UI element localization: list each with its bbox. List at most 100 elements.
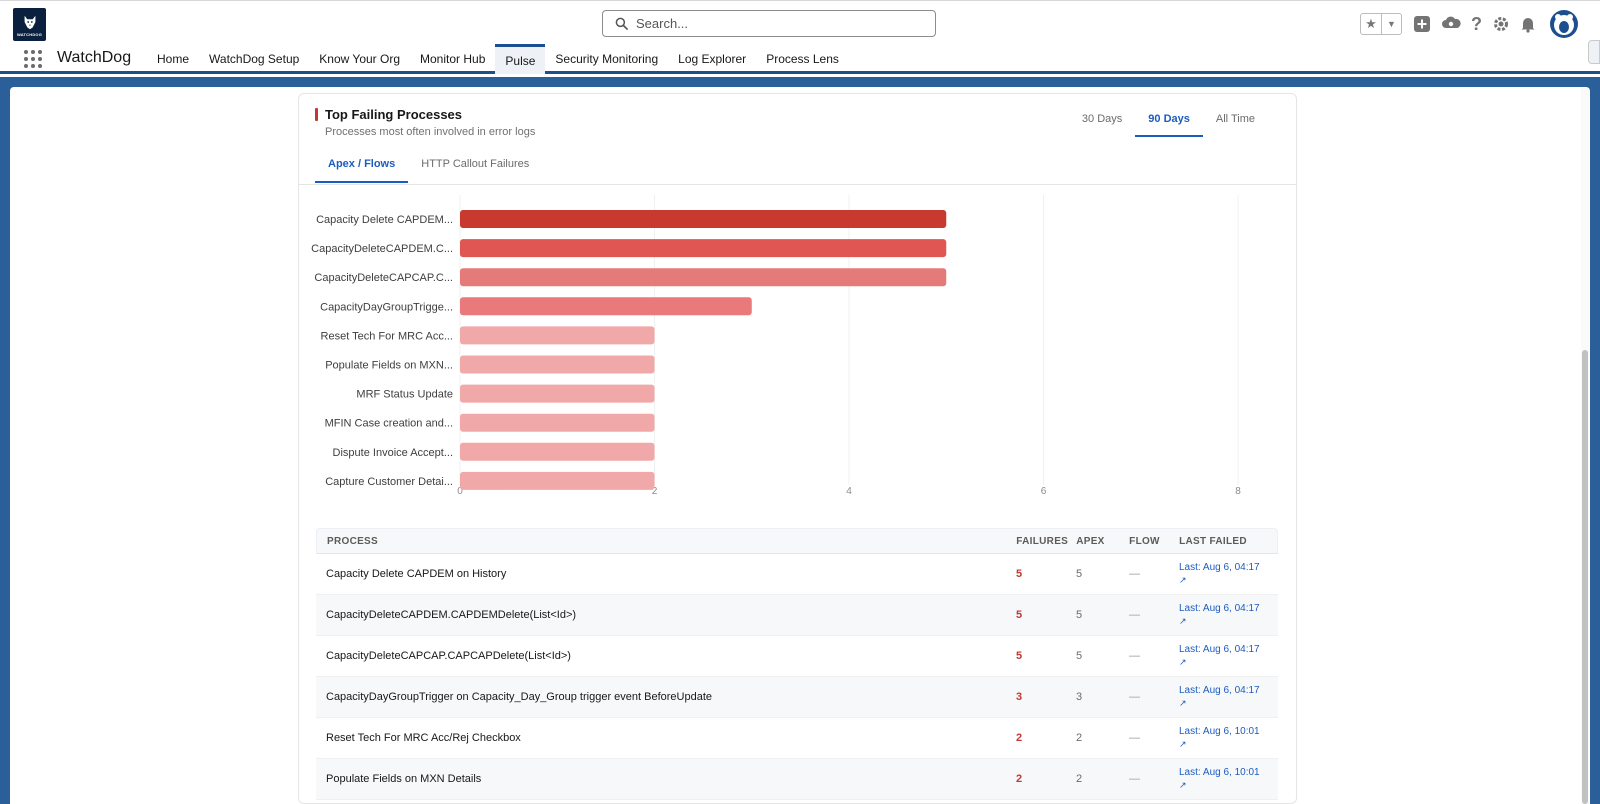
bar[interactable] xyxy=(460,326,655,345)
external-link-icon: ↗ xyxy=(1179,739,1187,749)
last-failed-link[interactable]: Last: Aug 6, 04:17 ↗ xyxy=(1179,684,1277,710)
process-name: CapacityDeleteCAPDEM.CAPDEMDelete(List<I… xyxy=(326,609,577,621)
last-failed-link[interactable]: Last: Aug 6, 10:01 ↗ xyxy=(1179,766,1277,792)
watchdog-logo[interactable]: WATCHDOG xyxy=(13,8,46,41)
table-row[interactable]: CapacityDeleteCAPCAP.CAPCAPDelete(List<I… xyxy=(316,636,1278,677)
flow-count: — xyxy=(1129,732,1140,744)
nav-tab-pulse[interactable]: Pulse xyxy=(495,44,546,74)
external-link-icon: ↗ xyxy=(1179,575,1187,585)
star-icon[interactable]: ★ xyxy=(1365,16,1377,31)
bar[interactable] xyxy=(460,239,947,258)
tab-http-callout-failures[interactable]: HTTP Callout Failures xyxy=(421,158,530,170)
failing-processes-table: PROCESS FAILURES APEX FLOW LAST FAILED C… xyxy=(316,528,1278,800)
app-name: WatchDog xyxy=(57,49,132,66)
search-input[interactable] xyxy=(636,16,916,31)
col-header-last-failed[interactable]: LAST FAILED xyxy=(1179,535,1247,547)
col-header-flow[interactable]: FLOW xyxy=(1129,535,1160,547)
cloud-icon[interactable] xyxy=(1441,15,1461,33)
nav-tab-log-explorer[interactable]: Log Explorer xyxy=(678,52,747,66)
failures-count: 3 xyxy=(1016,691,1023,703)
range-tab-all-time[interactable]: All Time xyxy=(1215,113,1255,125)
category-label: CapacityDayGroupTrigge... xyxy=(320,301,453,313)
last-failed-link[interactable]: Last: Aug 6, 04:17 ↗ xyxy=(1179,643,1277,669)
nav-tab-monitor-hub[interactable]: Monitor Hub xyxy=(420,52,486,66)
nav-tab-watchdog-setup[interactable]: WatchDog Setup xyxy=(209,52,300,66)
apex-count: 5 xyxy=(1076,650,1083,662)
scrollbar-thumb[interactable] xyxy=(1582,350,1588,804)
flow-count: — xyxy=(1129,609,1140,621)
external-link-icon: ↗ xyxy=(1179,657,1187,667)
category-label: Capture Customer Detai... xyxy=(325,476,453,488)
global-search[interactable] xyxy=(602,10,936,37)
table-row[interactable]: CapacityDeleteCAPDEM.CAPDEMDelete(List<I… xyxy=(316,595,1278,636)
x-tick-label: 0 xyxy=(457,486,463,497)
bar[interactable] xyxy=(460,297,752,316)
nav-tab-security-monitoring[interactable]: Security Monitoring xyxy=(555,52,659,66)
bar[interactable] xyxy=(460,471,655,490)
x-tick-label: 6 xyxy=(1041,486,1047,497)
chevron-down-icon[interactable]: ▼ xyxy=(1381,14,1401,34)
range-tab-30-days[interactable]: 30 Days xyxy=(1081,113,1123,125)
app-launcher-icon[interactable] xyxy=(24,50,42,68)
bar[interactable] xyxy=(460,268,947,287)
col-header-process[interactable]: PROCESS xyxy=(327,535,379,547)
process-name: Capacity Delete CAPDEM on History xyxy=(326,568,507,580)
col-header-apex[interactable]: APEX xyxy=(1076,535,1105,547)
tab-divider xyxy=(299,184,1296,185)
last-failed-text: Last: Aug 6, 04:17 xyxy=(1179,685,1260,696)
table-row[interactable]: CapacityDayGroupTrigger on Capacity_Day_… xyxy=(316,677,1278,718)
nav-tab-home[interactable]: Home xyxy=(157,52,190,66)
category-label: Dispute Invoice Accept... xyxy=(333,447,453,459)
category-label: Populate Fields on MXN... xyxy=(325,360,453,372)
last-failed-link[interactable]: Last: Aug 6, 04:17 ↗ xyxy=(1179,561,1277,587)
bell-icon[interactable] xyxy=(1519,15,1537,33)
process-name: CapacityDayGroupTrigger on Capacity_Day_… xyxy=(326,691,713,703)
card-accent-bar xyxy=(315,108,318,121)
last-failed-link[interactable]: Last: Aug 6, 10:01 ↗ xyxy=(1179,725,1277,751)
table-row[interactable]: Populate Fields on MXN Details 2 2 — Las… xyxy=(316,759,1278,800)
nav-tab-know-your-org[interactable]: Know Your Org xyxy=(319,52,401,66)
bar[interactable] xyxy=(460,384,655,403)
help-icon[interactable]: ? xyxy=(1471,13,1482,34)
last-failed-text: Last: Aug 6, 04:17 xyxy=(1179,562,1260,573)
bar[interactable] xyxy=(460,355,655,374)
tab-apex-flows[interactable]: Apex / Flows xyxy=(315,151,409,183)
failures-count: 2 xyxy=(1016,773,1023,785)
bar[interactable] xyxy=(460,210,947,228)
failures-count: 5 xyxy=(1016,609,1023,621)
process-type-tabs: Apex / Flows HTTP Callout Failures xyxy=(315,151,542,183)
last-failed-text: Last: Aug 6, 10:01 xyxy=(1179,767,1260,778)
avatar-icon[interactable] xyxy=(1549,9,1579,39)
category-label: CapacityDeleteCAPCAP.C... xyxy=(314,272,453,284)
bar[interactable] xyxy=(460,413,655,432)
plus-icon[interactable] xyxy=(1413,15,1431,33)
utility-panel-tab[interactable] xyxy=(1588,40,1600,64)
global-header: WATCHDOG ★ ▼ ? xyxy=(0,0,1600,44)
x-tick-label: 2 xyxy=(652,486,658,497)
range-tab-90-days[interactable]: 90 Days xyxy=(1135,107,1203,137)
top-failing-processes-card: Top Failing Processes Processes most oft… xyxy=(298,93,1297,804)
process-name: Populate Fields on MXN Details xyxy=(326,773,482,785)
apex-count: 2 xyxy=(1076,773,1083,785)
failing-processes-bar-chart: 0 2 4 6 8 Capacity Delete CAPDEM... CapacityDe… xyxy=(311,195,1241,497)
col-header-failures[interactable]: FAILURES xyxy=(1016,535,1069,547)
nav-tab-process-lens[interactable]: Process Lens xyxy=(766,52,839,66)
last-failed-text: Last: Aug 6, 04:17 xyxy=(1179,603,1260,614)
failures-count: 2 xyxy=(1016,732,1023,744)
last-failed-link[interactable]: Last: Aug 6, 04:17 ↗ xyxy=(1179,602,1277,628)
gear-icon[interactable] xyxy=(1492,15,1510,33)
flow-count: — xyxy=(1129,691,1140,703)
table-row[interactable]: Reset Tech For MRC Acc/Rej Checkbox 2 2 … xyxy=(316,718,1278,759)
x-tick-label: 8 xyxy=(1235,486,1241,497)
apex-count: 2 xyxy=(1076,732,1083,744)
apex-count: 3 xyxy=(1076,691,1083,703)
header-actions: ★ ▼ ? xyxy=(1360,9,1579,39)
failures-count: 5 xyxy=(1016,650,1023,662)
search-icon xyxy=(615,17,628,30)
table-row[interactable]: Capacity Delete CAPDEM on History 5 5 — … xyxy=(316,554,1278,595)
external-link-icon: ↗ xyxy=(1179,616,1187,626)
card-title: Top Failing Processes xyxy=(325,107,463,122)
last-failed-text: Last: Aug 6, 04:17 xyxy=(1179,644,1260,655)
bar[interactable] xyxy=(460,442,655,461)
category-label: Reset Tech For MRC Acc... xyxy=(321,330,453,342)
